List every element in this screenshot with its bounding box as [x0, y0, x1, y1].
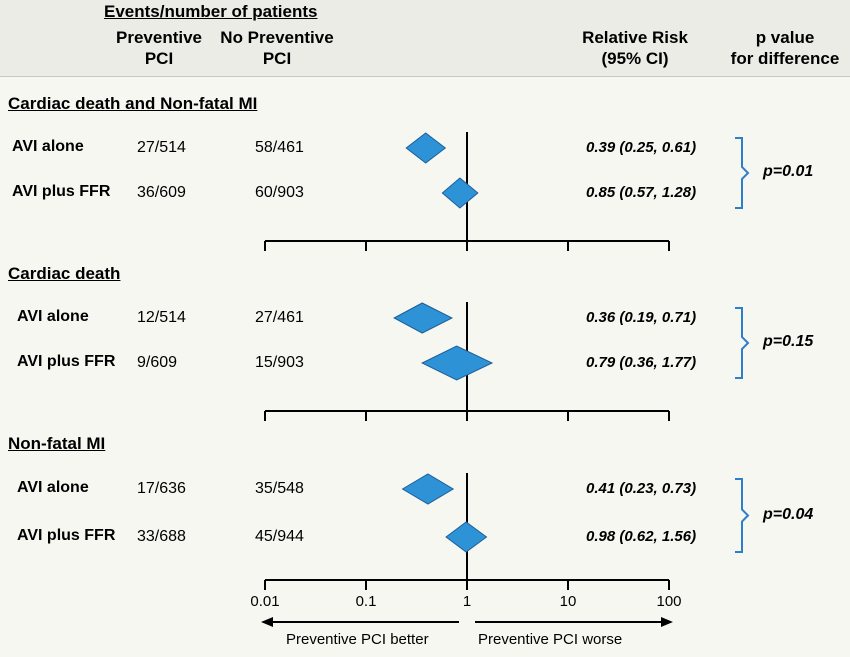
group-title: Cardiac death and Non-fatal MI — [8, 94, 258, 113]
rr-diamond — [441, 177, 479, 209]
x-tick-label: 0.1 — [355, 593, 377, 610]
ci-text: 0.39 (0.25, 0.61) — [586, 139, 697, 156]
ci-text: 0.98 (0.62, 1.56) — [586, 528, 697, 545]
arrow-right-head — [661, 617, 673, 627]
x-tick-label: 100 — [656, 593, 682, 610]
preventive-header-line1: Preventive — [116, 28, 202, 47]
row-label: AVI alone — [17, 479, 89, 496]
p-value-header: p value for difference — [722, 27, 848, 69]
direction-right-label: Preventive PCI worse — [478, 631, 623, 648]
p-value-header-line2: for difference — [730, 49, 840, 68]
no-preventive-events: 35/548 — [255, 480, 304, 497]
p-value-bracket — [735, 307, 750, 379]
row-label: AVI alone — [12, 138, 84, 155]
p-value: p=0.01 — [763, 163, 814, 180]
group-title: Cardiac death — [8, 264, 121, 283]
no-preventive-events: 60/903 — [255, 184, 304, 201]
row-label: AVI plus FFR — [17, 353, 116, 370]
preventive-header: Preventive PCI — [110, 27, 208, 69]
rr-diamond — [393, 302, 454, 334]
preventive-events: 17/636 — [137, 480, 186, 497]
ci-text: 0.41 (0.23, 0.73) — [586, 480, 697, 497]
preventive-events: 9/609 — [137, 354, 178, 371]
preventive-events: 27/514 — [137, 139, 186, 156]
preventive-events: 33/688 — [137, 528, 186, 545]
row-label: AVI alone — [17, 308, 89, 325]
direction-left-label: Preventive PCI better — [286, 631, 429, 648]
relative-risk-header-line1: Relative Risk — [582, 28, 688, 47]
rr-diamond — [401, 473, 455, 505]
group-title: Non-fatal MI — [8, 434, 106, 453]
rr-diamond — [421, 345, 494, 381]
no-preventive-header: No Preventive PCI — [212, 27, 342, 69]
preventive-header-line2: PCI — [144, 49, 174, 68]
row-label: AVI plus FFR — [12, 183, 111, 200]
ci-text: 0.85 (0.57, 1.28) — [586, 184, 697, 201]
p-value: p=0.04 — [763, 505, 814, 523]
no-preventive-events: 15/903 — [255, 354, 304, 371]
p-value-header-line1: p value — [755, 28, 815, 47]
p-value-bracket — [735, 478, 750, 553]
x-tick-label: 10 — [559, 593, 577, 610]
p-value: p=0.15 — [763, 333, 814, 350]
preventive-events: 12/514 — [137, 309, 186, 326]
row-label: AVI plus FFR — [17, 527, 116, 544]
ci-text: 0.79 (0.36, 1.77) — [586, 354, 697, 371]
rr-diamond — [405, 132, 447, 164]
no-preventive-events: 27/461 — [255, 309, 304, 326]
relative-risk-header-line2: (95% CI) — [601, 49, 669, 68]
no-preventive-header-line1: No Preventive — [220, 28, 334, 47]
no-preventive-events: 58/461 — [255, 139, 304, 156]
p-value-bracket — [735, 137, 750, 209]
arrow-left-head — [261, 617, 273, 627]
no-preventive-events: 45/944 — [255, 528, 304, 545]
rr-diamond — [445, 521, 488, 553]
events-title: Events/number of patients — [104, 2, 318, 21]
header-divider — [0, 76, 850, 77]
x-tick-label: 1 — [462, 593, 472, 610]
x-tick-label: 0.01 — [250, 593, 280, 610]
no-preventive-header-line2: PCI — [262, 49, 292, 68]
relative-risk-header: Relative Risk (95% CI) — [570, 27, 700, 69]
header-band — [0, 0, 850, 76]
ci-text: 0.36 (0.19, 0.71) — [586, 309, 697, 326]
preventive-events: 36/609 — [137, 184, 186, 201]
